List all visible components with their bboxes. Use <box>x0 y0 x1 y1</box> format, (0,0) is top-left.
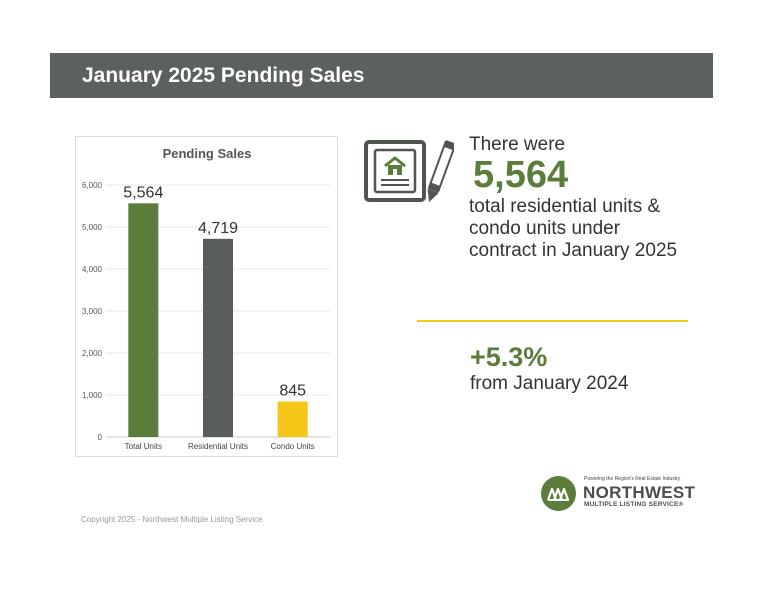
section-divider <box>417 320 688 322</box>
logo-tagline: Powering the Region's Real Estate Indust… <box>584 476 681 482</box>
y-tick-label: 3,000 <box>82 307 103 316</box>
y-tick-label: 6,000 <box>82 181 103 190</box>
y-tick-label: 2,000 <box>82 349 103 358</box>
chart-svg: Pending Sales 0 1,000 2,000 3,000 4,000 5,000… <box>82 146 330 451</box>
data-label: 5,564 <box>123 184 163 201</box>
y-tick-label: 1,000 <box>82 391 103 400</box>
comparison-text: from January 2024 <box>470 373 629 394</box>
nwmls-houses-icon <box>541 476 576 511</box>
pending-count: 5,564 <box>473 154 569 196</box>
logo-subname: MULTIPLE LISTING SERVICE® <box>584 501 684 508</box>
percent-change: +5.3% <box>470 342 548 372</box>
page-title-banner: January 2025 Pending Sales <box>50 53 713 98</box>
data-label: 845 <box>279 383 306 400</box>
y-tick-label: 0 <box>98 433 103 442</box>
y-tick-label: 4,000 <box>82 265 103 274</box>
summary-description: total residential units & condo units un… <box>469 196 678 261</box>
data-label: 4,719 <box>198 220 238 237</box>
nwmls-logo: Powering the Region's Real Estate Indust… <box>541 474 701 512</box>
page-title: January 2025 Pending Sales <box>82 64 365 87</box>
bar-residential-units <box>203 238 233 437</box>
logo-name: NORTHWEST <box>583 483 696 502</box>
contract-document-pen-icon <box>364 140 454 203</box>
x-category-label: Residential Units <box>188 442 248 451</box>
y-tick-label: 5,000 <box>82 223 103 232</box>
pending-sales-chart: Pending Sales 0 1,000 2,000 3,000 4,000 5,000… <box>75 136 338 457</box>
x-category-label: Total Units <box>125 442 162 451</box>
bar-total-units <box>128 203 159 437</box>
bar-condo-units <box>277 401 308 437</box>
intro-text: There were <box>469 134 566 155</box>
copyright-text: Copyright 2025 - Northwest Multiple List… <box>81 515 263 524</box>
x-category-label: Condo Units <box>271 442 315 451</box>
chart-title: Pending Sales <box>163 146 252 161</box>
